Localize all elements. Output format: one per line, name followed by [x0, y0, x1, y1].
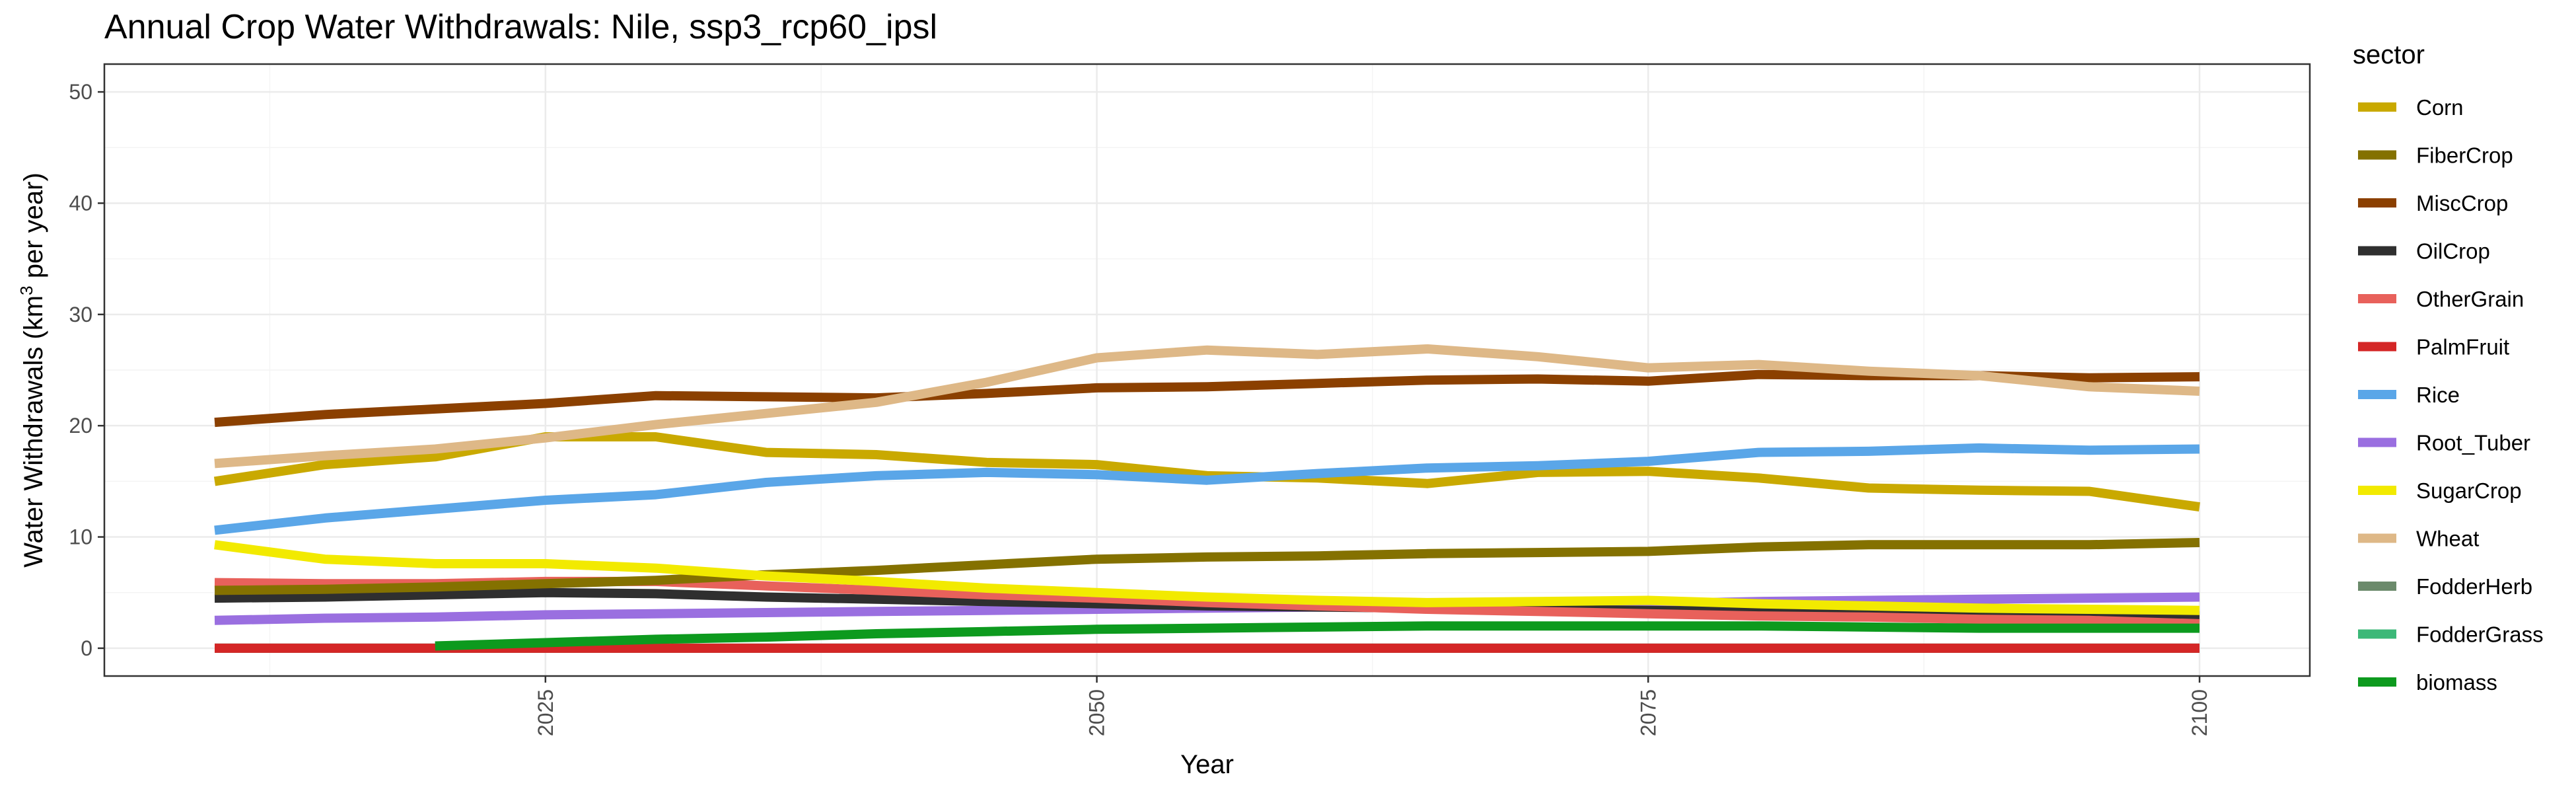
legend-label-misccrop: MiscCrop [2416, 191, 2508, 215]
legend-label-fodderherb: FodderHerb [2416, 574, 2532, 599]
legend-label-biomass: biomass [2416, 670, 2497, 695]
series-lines [213, 344, 2200, 653]
legend-label-palmfruit: PalmFruit [2416, 335, 2509, 359]
legend-item-biomass: biomass [2358, 670, 2497, 695]
legend-item-root-tuber: Root_Tuber [2358, 431, 2530, 455]
y-tick-label: 30 [69, 303, 92, 326]
legend-item-fodderherb: FodderHerb [2358, 574, 2532, 599]
x-tick-label: 2050 [1085, 689, 1109, 736]
plot-panel-border [103, 63, 2311, 677]
legend-item-palmfruit: PalmFruit [2358, 335, 2509, 359]
legend-item-wheat: Wheat [2358, 527, 2479, 551]
x-tick-label: 2025 [534, 689, 557, 736]
legend-item-foddergrass: FodderGrass [2358, 623, 2544, 647]
legend-label-foddergrass: FodderGrass [2416, 623, 2544, 647]
y-tick-label: 10 [69, 525, 92, 549]
legend-item-corn: Corn [2358, 95, 2464, 120]
y-tick-label: 20 [69, 414, 92, 437]
legend-item-misccrop: MiscCrop [2358, 191, 2508, 215]
legend-label-sugarcrop: SugarCrop [2416, 478, 2522, 503]
legend-label-fibercrop: FiberCrop [2416, 143, 2513, 168]
legend-item-othergrain: OtherGrain [2358, 287, 2524, 311]
series-line-wheat [214, 344, 2200, 469]
plot-panel [103, 63, 2311, 677]
legend-item-fibercrop: FiberCrop [2358, 143, 2513, 168]
legend-item-oilcrop: OilCrop [2358, 239, 2490, 264]
x-axis-title: Year [1180, 750, 1234, 779]
y-axis: 0 10 20 30 40 50 [69, 80, 104, 660]
legend-label-othergrain: OtherGrain [2416, 287, 2524, 311]
y-axis-title-suffix: per year) [19, 172, 48, 285]
legend-item-sugarcrop: SugarCrop [2358, 478, 2522, 503]
x-tick-label: 2100 [2188, 689, 2211, 736]
y-tick-label: 40 [69, 191, 92, 215]
legend-title: sector [2353, 40, 2425, 69]
legend-label-rice: Rice [2416, 383, 2460, 407]
legend-items: Corn FiberCrop MiscCrop OilCrop OtherGrain Pa… [2358, 95, 2544, 695]
y-tick-label: 0 [81, 636, 92, 660]
y-axis-title: Water Withdrawals (km3 per year) [17, 172, 48, 568]
series-line-sugarcrop [214, 540, 2200, 615]
series-line-rice [214, 443, 2200, 535]
legend-label-root-tuber: Root_Tuber [2416, 431, 2530, 455]
legend: sector Corn FiberCrop MiscCrop OilCrop Other… [2353, 40, 2544, 695]
legend-item-rice: Rice [2358, 383, 2460, 407]
legend-label-corn: Corn [2416, 95, 2464, 120]
series-line-biomass [435, 621, 2200, 651]
y-tick-label: 50 [69, 80, 92, 104]
chart-title: Annual Crop Water Withdrawals: Nile, ssp… [104, 8, 937, 46]
x-axis: 2025 2050 2075 2100 [534, 676, 2211, 736]
y-axis-title-superscript: 3 [17, 285, 36, 295]
y-axis-title-prefix: Water Withdrawals (km [19, 295, 48, 568]
legend-label-wheat: Wheat [2416, 527, 2479, 551]
x-tick-label: 2075 [1636, 689, 1660, 736]
series-line-fibercrop [214, 538, 2200, 595]
legend-label-oilcrop: OilCrop [2416, 239, 2490, 264]
